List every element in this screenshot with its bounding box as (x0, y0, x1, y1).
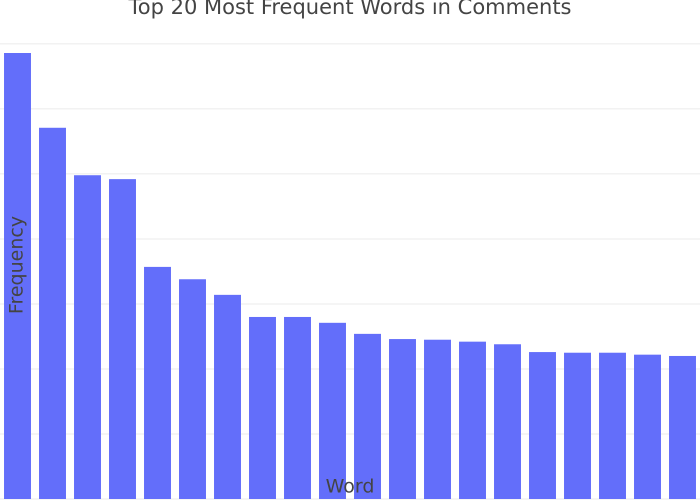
bar (494, 344, 521, 499)
bar (179, 279, 206, 499)
bar (144, 266, 171, 499)
bar (39, 127, 66, 500)
bar (74, 175, 101, 499)
bar (564, 352, 591, 499)
bar (389, 339, 416, 499)
bar (109, 179, 136, 499)
bar (424, 339, 451, 499)
bar (4, 53, 31, 499)
bar (354, 333, 381, 499)
chart-title: Top 20 Most Frequent Words in Comments (128, 0, 572, 19)
bars (4, 53, 696, 500)
bar (634, 354, 661, 499)
bar (599, 352, 626, 499)
x-axis-label: Word (326, 476, 375, 498)
bar (459, 341, 486, 499)
y-axis-label: Frequency (6, 216, 28, 314)
bar (214, 294, 241, 499)
bar (284, 316, 311, 499)
bar (669, 355, 696, 499)
bar (529, 352, 556, 499)
bar (249, 316, 276, 499)
bar (319, 322, 346, 499)
